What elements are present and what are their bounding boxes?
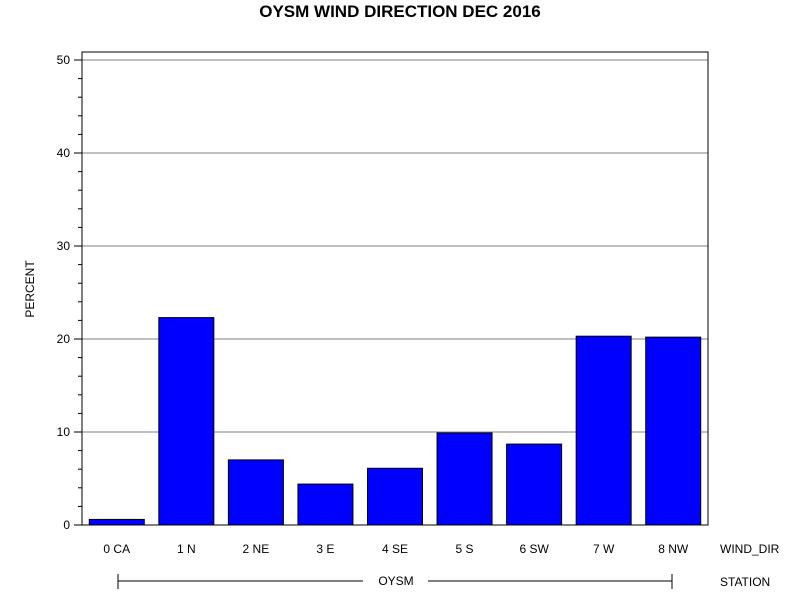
y-tick-label: 0 (63, 518, 70, 532)
x-tick-label: 5 S (456, 542, 474, 556)
y-tick-label: 40 (57, 146, 71, 160)
bar (297, 483, 354, 526)
bar (158, 317, 215, 526)
station-group-label: OYSM (378, 574, 413, 588)
bar (645, 336, 702, 526)
bar (506, 443, 563, 526)
y-axis-label: PERCENT (23, 260, 37, 318)
bar (436, 432, 493, 526)
x-tick-label: 4 SE (382, 542, 408, 556)
x-axis-label: WIND_DIR (720, 542, 780, 556)
x-axis: 0 CA 1 N 2 NE 3 E 4 SE 5 S 6 SW 7 W 8 NW (103, 542, 688, 556)
bar (367, 467, 423, 526)
y-tick-label: 10 (57, 425, 71, 439)
bars (88, 317, 702, 526)
x-tick-label: 1 N (177, 542, 196, 556)
chart-title: OYSM WIND DIRECTION DEC 2016 (259, 2, 541, 21)
y-tick-label: 20 (57, 332, 71, 346)
station-axis-label: STATION (720, 575, 770, 589)
plot-frame (81, 51, 709, 526)
bar (227, 459, 284, 526)
x-tick-label: 7 W (593, 542, 615, 556)
x-tick-label: 2 NE (243, 542, 270, 556)
bar (88, 518, 145, 526)
y-tick-label: 30 (57, 239, 71, 253)
bar (575, 335, 632, 526)
x-tick-label: 0 CA (103, 542, 130, 556)
x-tick-label: 6 SW (519, 542, 549, 556)
x-tick-label: 8 NW (658, 542, 689, 556)
x-tick-label: 3 E (316, 542, 334, 556)
y-tick-label: 50 (57, 53, 71, 67)
y-axis: 0 10 20 30 40 50 (57, 53, 82, 532)
